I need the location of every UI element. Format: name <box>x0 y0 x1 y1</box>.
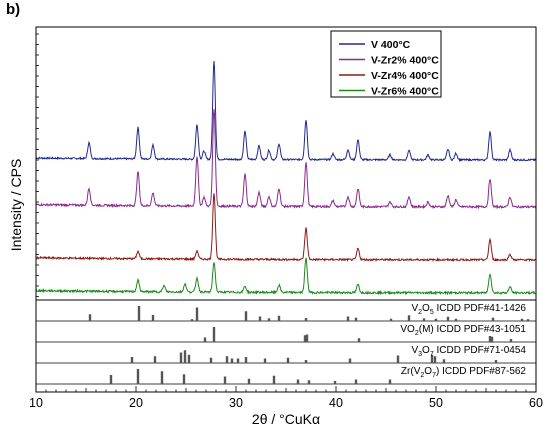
x-tick-label-40: 40 <box>329 396 343 410</box>
reference-stick-2-7 <box>230 358 234 363</box>
reference-stick-1-6 <box>490 336 494 342</box>
reference-stick-0-19 <box>520 318 524 321</box>
reference-stick-2-5 <box>209 357 213 363</box>
series-line-3 <box>35 257 537 296</box>
reference-stick-2-15 <box>430 354 434 363</box>
legend-label-2: V-Zr4% 400°C <box>371 70 439 82</box>
x-tick-label-10: 10 <box>29 396 43 410</box>
reference-stick-3-0 <box>109 375 113 384</box>
x-tick-label-30: 30 <box>229 396 243 410</box>
series-line-1 <box>35 109 537 210</box>
reference-stick-2-6 <box>225 356 229 363</box>
reference-stick-1-4 <box>357 338 361 342</box>
reference-stick-2-2 <box>179 352 183 363</box>
reference-label-2: V3O7 ICDD PDF#71-0454 <box>411 345 526 358</box>
reference-stick-3-5 <box>247 378 251 384</box>
reference-label-3: Zr(V2O7) ICDD PDF#87-562 <box>401 366 527 379</box>
reference-stick-3-10 <box>354 379 358 384</box>
reference-stick-3-8 <box>307 380 311 384</box>
reference-stick-0-17 <box>454 318 458 321</box>
reference-stick-2-3 <box>183 350 187 363</box>
legend-label-1: V-Zr2% 400°C <box>371 55 439 67</box>
reference-stick-0-11 <box>354 317 358 321</box>
reference-stick-2-11 <box>286 357 290 363</box>
legend-label-0: V 400°C <box>371 39 411 51</box>
reference-stick-0-20 <box>526 319 530 321</box>
reference-stick-2-12 <box>304 360 308 363</box>
y-axis-title: Intensity / CPS <box>8 159 24 252</box>
reference-stick-0-2 <box>151 315 155 321</box>
plot-border <box>35 26 537 393</box>
reference-stick-2-0 <box>130 357 134 363</box>
reference-label-0: V2O5 ICDD PDF#41-1426 <box>411 303 526 316</box>
series-line-0 <box>35 61 537 162</box>
plot-area <box>35 61 537 296</box>
reference-stick-0-12 <box>389 318 393 321</box>
reference-stick-0-10 <box>346 316 350 321</box>
reference-stick-3-1 <box>136 369 140 384</box>
reference-stick-2-16 <box>433 356 437 363</box>
reference-stick-2-1 <box>153 356 157 363</box>
reference-stick-1-3 <box>305 334 309 342</box>
reference-stick-0-18 <box>491 317 495 321</box>
reference-stick-2-4 <box>187 354 191 363</box>
x-tick-label-20: 20 <box>129 396 143 410</box>
series-line-2 <box>35 193 537 263</box>
reference-stick-2-17 <box>442 359 446 363</box>
reference-stick-2-13 <box>348 358 352 363</box>
reference-stick-0-3 <box>190 319 194 321</box>
reference-stick-0-0 <box>88 314 92 321</box>
x-axis-title: 2θ / °CuKα <box>252 411 320 427</box>
reference-stick-2-8 <box>236 358 240 363</box>
reference-patterns-area: V2O5 ICDD PDF#41-1426 VO2(M) ICDD PDF#43-… <box>36 303 536 385</box>
reference-stick-3-6 <box>272 375 276 384</box>
reference-stick-3-9 <box>333 381 337 384</box>
y-axis-ticks <box>36 33 39 297</box>
reference-stick-3-2 <box>160 371 164 384</box>
reference-stick-1-7 <box>509 339 513 342</box>
reference-stick-0-13 <box>407 315 411 321</box>
reference-stick-2-14 <box>396 355 400 363</box>
plot-frame <box>35 26 537 393</box>
reference-stick-0-5 <box>244 311 248 321</box>
reference-stick-2-18 <box>494 360 498 363</box>
reference-stick-0-6 <box>258 316 262 321</box>
legend: V 400°C V-Zr2% 400°C V-Zr4% 400°C V-Zr6% 40… <box>330 30 442 98</box>
legend-label-3: V-Zr6% 400°C <box>371 86 439 98</box>
reference-stick-0-7 <box>267 318 271 321</box>
panel-label: b) <box>6 1 20 18</box>
reference-stick-0-1 <box>137 306 141 321</box>
reference-stick-1-1 <box>212 327 216 342</box>
reference-stick-3-3 <box>182 374 186 384</box>
x-tick-label-50: 50 <box>429 396 443 410</box>
reference-stick-0-9 <box>304 318 308 321</box>
reference-stick-0-4 <box>195 307 199 321</box>
reference-stick-3-7 <box>296 379 300 384</box>
reference-stick-1-5 <box>488 336 492 342</box>
x-tick-label-60: 60 <box>529 396 543 410</box>
reference-stick-0-14 <box>422 318 426 321</box>
reference-stick-0-15 <box>434 318 438 321</box>
reference-stick-2-10 <box>263 358 267 363</box>
legend-box <box>330 30 442 98</box>
reference-stick-1-2 <box>303 335 307 342</box>
reference-stick-3-4 <box>223 376 227 384</box>
reference-stick-0-16 <box>446 316 450 321</box>
reference-stick-0-8 <box>277 315 281 321</box>
x-axis-ticks: 10 20 30 40 50 60 <box>29 386 543 410</box>
reference-stick-2-9 <box>244 357 248 363</box>
reference-label-1: VO2(M) ICDD PDF#43-1051 <box>400 324 526 337</box>
reference-stick-1-0 <box>203 337 207 342</box>
reference-stick-3-11 <box>388 379 392 384</box>
